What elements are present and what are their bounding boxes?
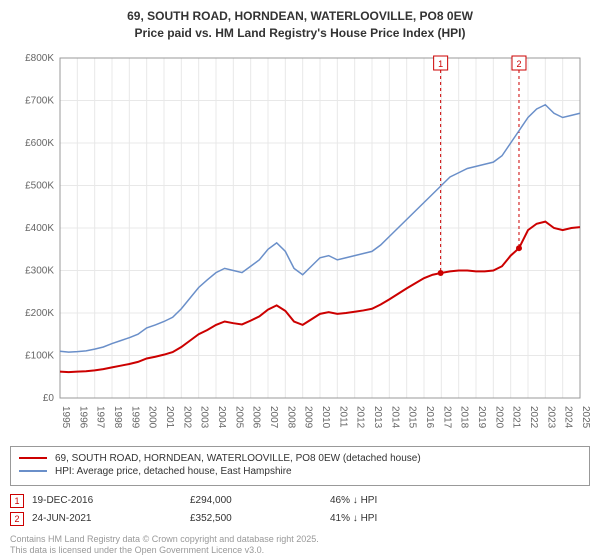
marker-delta: 41% ↓ HPI <box>330 513 377 524</box>
svg-text:£600K: £600K <box>25 138 54 149</box>
legend-item: 69, SOUTH ROAD, HORNDEAN, WATERLOOVILLE,… <box>19 453 581 464</box>
svg-text:£0: £0 <box>43 393 55 404</box>
legend-swatch <box>19 470 47 472</box>
svg-text:2013: 2013 <box>372 406 383 429</box>
svg-text:2011: 2011 <box>337 406 348 428</box>
marker-row: 1 19-DEC-2016 £294,000 46% ↓ HPI <box>10 492 590 510</box>
svg-text:2006: 2006 <box>251 406 262 429</box>
svg-text:2025: 2025 <box>580 406 590 429</box>
svg-text:2017: 2017 <box>441 406 452 429</box>
svg-text:£800K: £800K <box>25 53 54 64</box>
svg-text:2018: 2018 <box>459 406 470 429</box>
svg-text:2014: 2014 <box>389 406 400 429</box>
chart-area: £0 £100K £200K £300K £400K £500K £600K £700K £80… <box>10 48 590 438</box>
svg-text:2008: 2008 <box>285 406 296 429</box>
svg-text:2001: 2001 <box>164 406 175 429</box>
svg-text:2015: 2015 <box>407 406 418 429</box>
svg-text:2016: 2016 <box>424 406 435 429</box>
marker-price: £294,000 <box>190 495 290 506</box>
chart-title: 69, SOUTH ROAD, HORNDEAN, WATERLOOVILLE,… <box>10 8 590 42</box>
marker-table: 1 19-DEC-2016 £294,000 46% ↓ HPI 2 24-JUN-202… <box>10 492 590 528</box>
line-chart-svg: £0 £100K £200K £300K £400K £500K £600K £700K £80… <box>10 48 590 438</box>
svg-text:2005: 2005 <box>233 406 244 429</box>
svg-text:1996: 1996 <box>77 406 88 429</box>
marker-price: £352,500 <box>190 513 290 524</box>
svg-text:1995: 1995 <box>60 406 71 429</box>
svg-text:2022: 2022 <box>528 406 539 429</box>
marker-date: 19-DEC-2016 <box>32 495 93 506</box>
svg-text:2004: 2004 <box>216 406 227 429</box>
svg-text:2002: 2002 <box>181 406 192 429</box>
legend-item: HPI: Average price, detached house, East… <box>19 466 581 477</box>
marker-delta: 46% ↓ HPI <box>330 495 377 506</box>
title-line-2: Price paid vs. HM Land Registry's House … <box>10 25 590 42</box>
footer-line-1: Contains HM Land Registry data © Crown c… <box>10 534 590 546</box>
svg-text:2007: 2007 <box>268 406 279 429</box>
svg-text:£500K: £500K <box>25 180 54 191</box>
svg-text:2012: 2012 <box>355 406 366 429</box>
svg-text:£400K: £400K <box>25 223 54 234</box>
svg-text:2003: 2003 <box>199 406 210 429</box>
svg-text:£200K: £200K <box>25 308 54 319</box>
legend-swatch <box>19 457 47 459</box>
marker-date: 24-JUN-2021 <box>32 513 91 524</box>
marker-row: 2 24-JUN-2021 £352,500 41% ↓ HPI <box>10 510 590 528</box>
title-line-1: 69, SOUTH ROAD, HORNDEAN, WATERLOOVILLE,… <box>10 8 590 25</box>
legend-label: HPI: Average price, detached house, East… <box>55 466 292 477</box>
svg-text:2020: 2020 <box>493 406 504 429</box>
marker-number-box: 1 <box>10 494 24 508</box>
svg-text:1: 1 <box>438 59 443 69</box>
svg-text:1997: 1997 <box>95 406 106 429</box>
svg-text:£100K: £100K <box>25 350 54 361</box>
svg-text:2009: 2009 <box>303 406 314 429</box>
svg-text:2010: 2010 <box>320 406 331 429</box>
svg-text:£700K: £700K <box>25 95 54 106</box>
svg-text:2024: 2024 <box>563 406 574 429</box>
footer-attribution: Contains HM Land Registry data © Crown c… <box>10 534 590 557</box>
svg-text:£300K: £300K <box>25 265 54 276</box>
svg-text:2: 2 <box>516 59 521 69</box>
legend-label: 69, SOUTH ROAD, HORNDEAN, WATERLOOVILLE,… <box>55 453 421 464</box>
svg-text:1998: 1998 <box>112 406 123 429</box>
legend: 69, SOUTH ROAD, HORNDEAN, WATERLOOVILLE,… <box>10 446 590 486</box>
svg-text:2000: 2000 <box>147 406 158 429</box>
marker-number-box: 2 <box>10 512 24 526</box>
svg-text:1999: 1999 <box>129 406 140 429</box>
svg-text:2023: 2023 <box>545 406 556 429</box>
svg-text:2019: 2019 <box>476 406 487 429</box>
svg-text:2021: 2021 <box>511 406 522 429</box>
footer-line-2: This data is licensed under the Open Gov… <box>10 545 590 557</box>
